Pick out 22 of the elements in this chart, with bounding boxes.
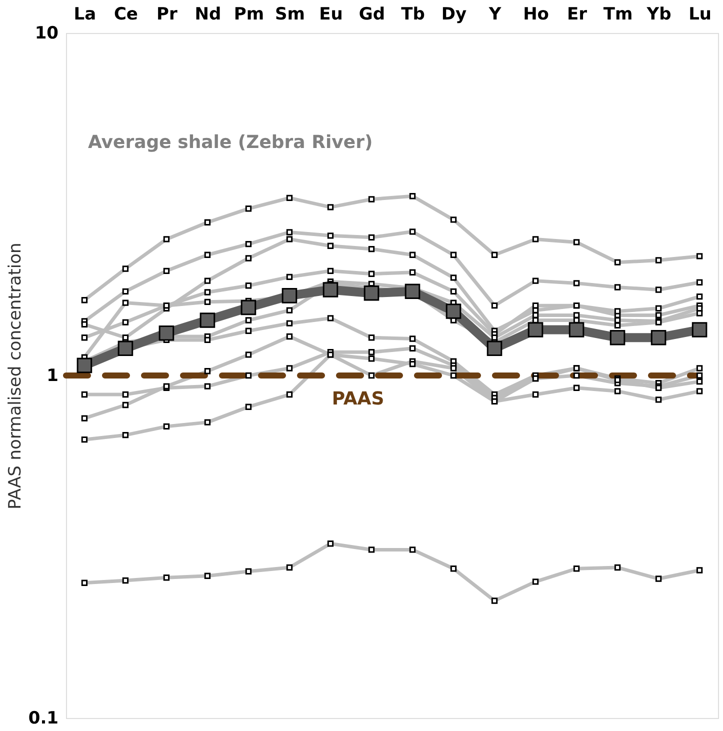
x-tick-label: Dy <box>441 4 467 24</box>
x-tick-label: Ho <box>523 4 549 24</box>
y-tick-label: 10 <box>34 24 59 44</box>
x-tick-label: Sm <box>275 4 305 24</box>
x-tick-label: Pm <box>234 4 264 24</box>
x-tick-label: Yb <box>646 4 672 24</box>
x-tick-label: La <box>74 4 96 24</box>
y-tick-label: 0.1 <box>28 708 58 728</box>
y-tick-label: 1 <box>46 366 58 386</box>
x-tick-label: Y <box>488 4 502 24</box>
x-tick-label: Gd <box>358 4 386 24</box>
x-tick-label: Ce <box>114 4 138 24</box>
x-tick-label: Tm <box>603 4 633 24</box>
x-tick-label: Eu <box>319 4 343 24</box>
annotation: Average shale (Zebra River) <box>88 132 373 153</box>
x-tick-label: Tb <box>401 4 425 24</box>
x-tick-label: Nd <box>194 4 222 24</box>
ref-line-label: PAAS <box>332 388 384 410</box>
x-tick-label: Pr <box>156 4 178 24</box>
x-tick-label: Lu <box>688 4 712 24</box>
x-tick-label: Er <box>567 4 588 24</box>
y-axis-title: PAAS normalised concentration <box>5 242 26 510</box>
